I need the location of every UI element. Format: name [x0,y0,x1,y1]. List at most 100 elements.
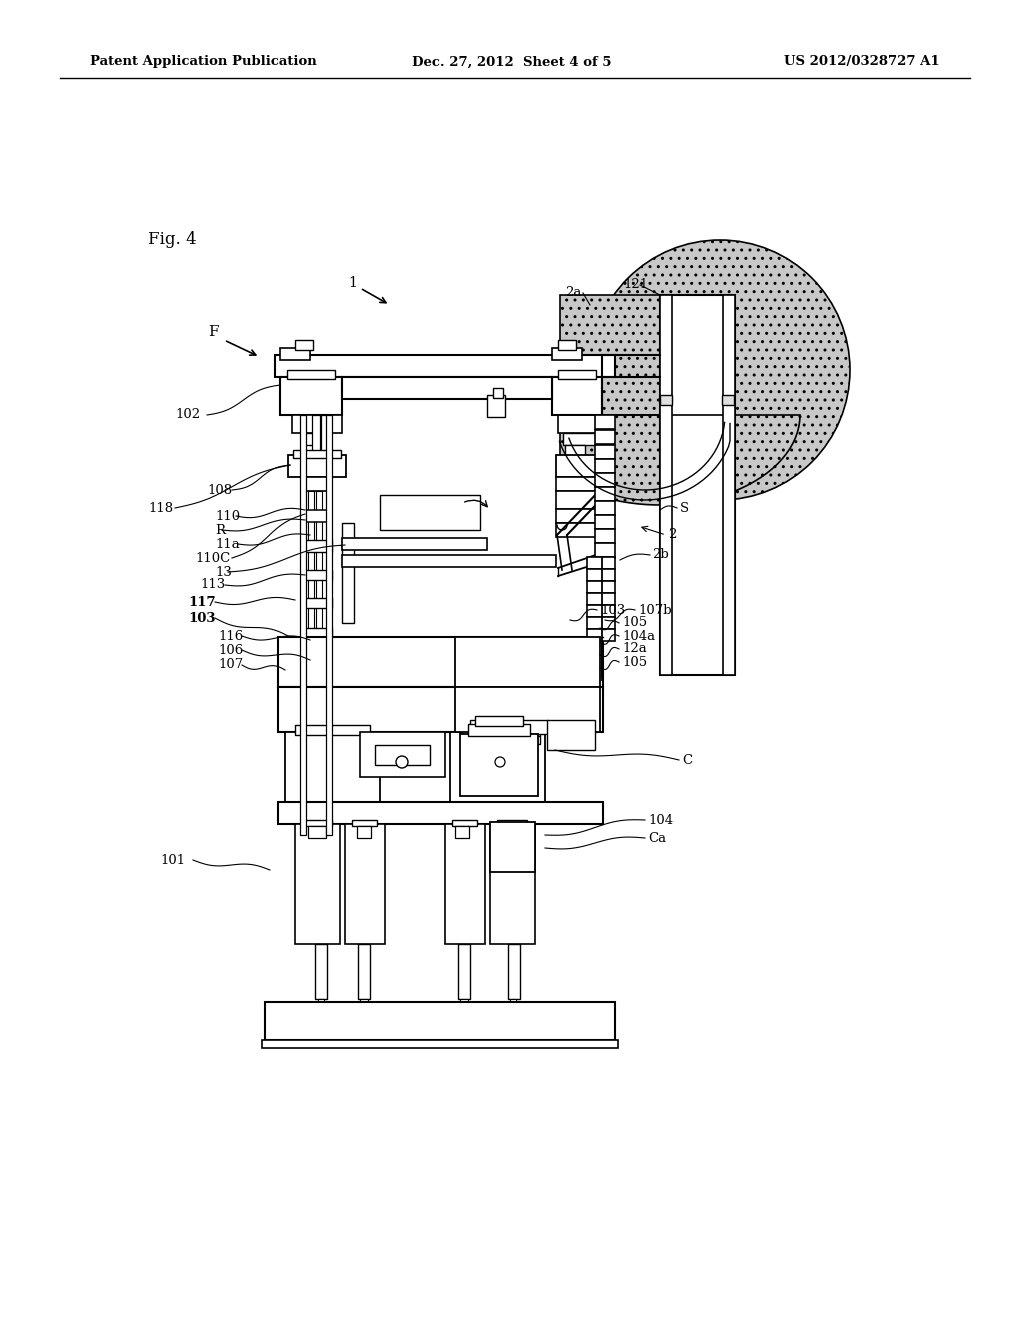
Bar [352,820,377,826]
Bar [278,803,603,824]
Bar [342,554,556,568]
Text: 116: 116 [218,630,244,643]
Text: 1: 1 [348,276,357,290]
Bar [360,733,445,777]
Bar [304,433,330,445]
Bar [302,820,332,826]
Bar [458,944,470,999]
Bar [587,593,615,605]
Bar [595,430,615,444]
Bar [302,477,332,491]
Text: 105: 105 [622,616,647,630]
Bar [278,638,603,686]
Bar [493,388,503,399]
Bar [278,686,603,733]
Text: 103: 103 [600,603,626,616]
Bar [302,598,332,609]
Bar [475,715,523,726]
Text: 113: 113 [200,578,225,591]
Text: Dec. 27, 2012  Sheet 4 of 5: Dec. 27, 2012 Sheet 4 of 5 [413,55,611,69]
Bar [595,515,615,529]
Bar [502,826,520,838]
Bar [295,341,313,350]
Text: 117: 117 [188,595,216,609]
Bar [558,341,575,350]
Bar [316,491,322,851]
Text: 106: 106 [218,644,244,656]
Bar [595,502,615,515]
Text: C: C [682,754,692,767]
Circle shape [396,756,408,768]
Text: 2a: 2a [565,286,582,300]
Bar [595,459,615,473]
Text: R: R [215,524,225,536]
Bar [360,999,368,1014]
Bar [345,824,385,944]
Bar [285,733,380,803]
Bar [587,581,615,593]
Text: 105: 105 [622,656,647,668]
Bar [660,395,672,405]
Bar [455,638,600,686]
Bar [595,414,615,429]
Bar [462,737,540,744]
Text: 104a: 104a [622,630,655,643]
Bar [587,557,615,569]
Bar [462,729,540,737]
Text: 107: 107 [218,659,244,672]
Polygon shape [559,414,800,506]
Bar [660,294,672,675]
Bar [295,725,370,735]
Bar [508,944,520,999]
Bar [556,491,600,510]
Bar [556,510,600,523]
Bar [295,824,340,944]
Bar [595,445,615,459]
Text: 118: 118 [148,502,173,515]
Text: 104: 104 [648,813,673,826]
Bar [292,414,342,433]
Bar [302,628,332,638]
Bar [552,348,582,360]
Text: 110: 110 [215,510,240,523]
Bar [497,820,527,826]
Bar [595,487,615,502]
Bar [445,824,485,944]
Text: 11a: 11a [215,537,240,550]
Bar [312,414,319,884]
Bar [380,495,480,531]
Bar [280,348,310,360]
Bar [560,294,735,414]
Bar [556,523,600,537]
Text: 2b: 2b [652,549,669,561]
Circle shape [495,756,505,767]
Bar [302,510,332,521]
Circle shape [590,240,850,500]
Bar [470,719,508,734]
Bar [375,744,430,766]
Bar [275,355,615,378]
Bar [460,999,468,1014]
Bar [552,378,602,414]
Text: F: F [208,325,218,339]
Bar [660,294,735,675]
Bar [342,539,487,550]
Bar [722,395,734,405]
Bar [595,529,615,543]
Text: US 2012/0328727 A1: US 2012/0328727 A1 [784,55,940,69]
Bar [468,723,530,737]
Bar [318,999,324,1014]
Bar [490,822,535,873]
Bar [288,455,346,477]
Bar [262,1040,618,1048]
Bar [587,605,615,616]
Text: 2: 2 [668,528,677,541]
Bar [723,294,735,675]
Bar [326,414,332,836]
Bar [595,473,615,487]
Bar [450,733,545,803]
Bar [300,414,306,836]
Text: 103: 103 [188,611,215,624]
Bar [460,734,538,796]
Bar [565,445,585,506]
